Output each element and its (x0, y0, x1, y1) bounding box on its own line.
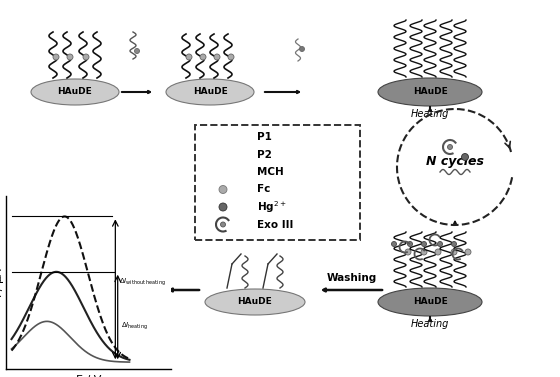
Text: HAuDE: HAuDE (193, 87, 227, 97)
Circle shape (447, 144, 452, 150)
Circle shape (391, 242, 396, 247)
Text: $\Delta I_{\mathrm{without\ heating}}$: $\Delta I_{\mathrm{without\ heating}}$ (119, 276, 166, 288)
Circle shape (186, 54, 192, 60)
Text: Heating: Heating (411, 109, 449, 119)
Circle shape (405, 249, 411, 255)
Text: Heating: Heating (411, 319, 449, 329)
Text: Hg$^{2+}$: Hg$^{2+}$ (257, 199, 287, 215)
Text: HAuDE: HAuDE (413, 87, 447, 97)
Circle shape (53, 54, 59, 60)
Circle shape (465, 249, 471, 255)
Ellipse shape (166, 79, 254, 105)
Circle shape (219, 185, 227, 193)
Circle shape (408, 242, 413, 247)
Circle shape (300, 46, 305, 52)
Circle shape (421, 249, 427, 255)
Circle shape (451, 249, 457, 255)
Circle shape (435, 249, 441, 255)
X-axis label: E / V: E / V (76, 375, 101, 377)
Bar (195, 125, 360, 240)
Y-axis label: I / μA: I / μA (0, 268, 4, 297)
Circle shape (451, 242, 456, 247)
Circle shape (134, 49, 139, 54)
Ellipse shape (378, 78, 482, 106)
Text: MCH: MCH (257, 167, 284, 177)
Text: Washing: Washing (327, 273, 377, 283)
Text: N cycles: N cycles (426, 155, 484, 169)
Text: HAuDE: HAuDE (413, 297, 447, 307)
Circle shape (219, 203, 227, 211)
Circle shape (422, 242, 427, 247)
Text: P2: P2 (257, 150, 272, 159)
Text: Fc: Fc (257, 184, 270, 195)
Circle shape (200, 54, 206, 60)
Text: $\Delta I_{\mathrm{heating}}$: $\Delta I_{\mathrm{heating}}$ (121, 320, 148, 332)
Ellipse shape (31, 79, 119, 105)
Circle shape (67, 54, 73, 60)
Ellipse shape (205, 289, 305, 315)
Circle shape (221, 222, 226, 227)
Circle shape (228, 54, 234, 60)
Circle shape (461, 153, 469, 161)
Circle shape (83, 54, 89, 60)
Ellipse shape (378, 288, 482, 316)
Text: Exo III: Exo III (257, 219, 293, 230)
Text: P1: P1 (257, 132, 272, 142)
Text: HAuDE: HAuDE (237, 297, 272, 307)
Text: HAuDE: HAuDE (58, 87, 92, 97)
Circle shape (214, 54, 220, 60)
Circle shape (437, 242, 442, 247)
